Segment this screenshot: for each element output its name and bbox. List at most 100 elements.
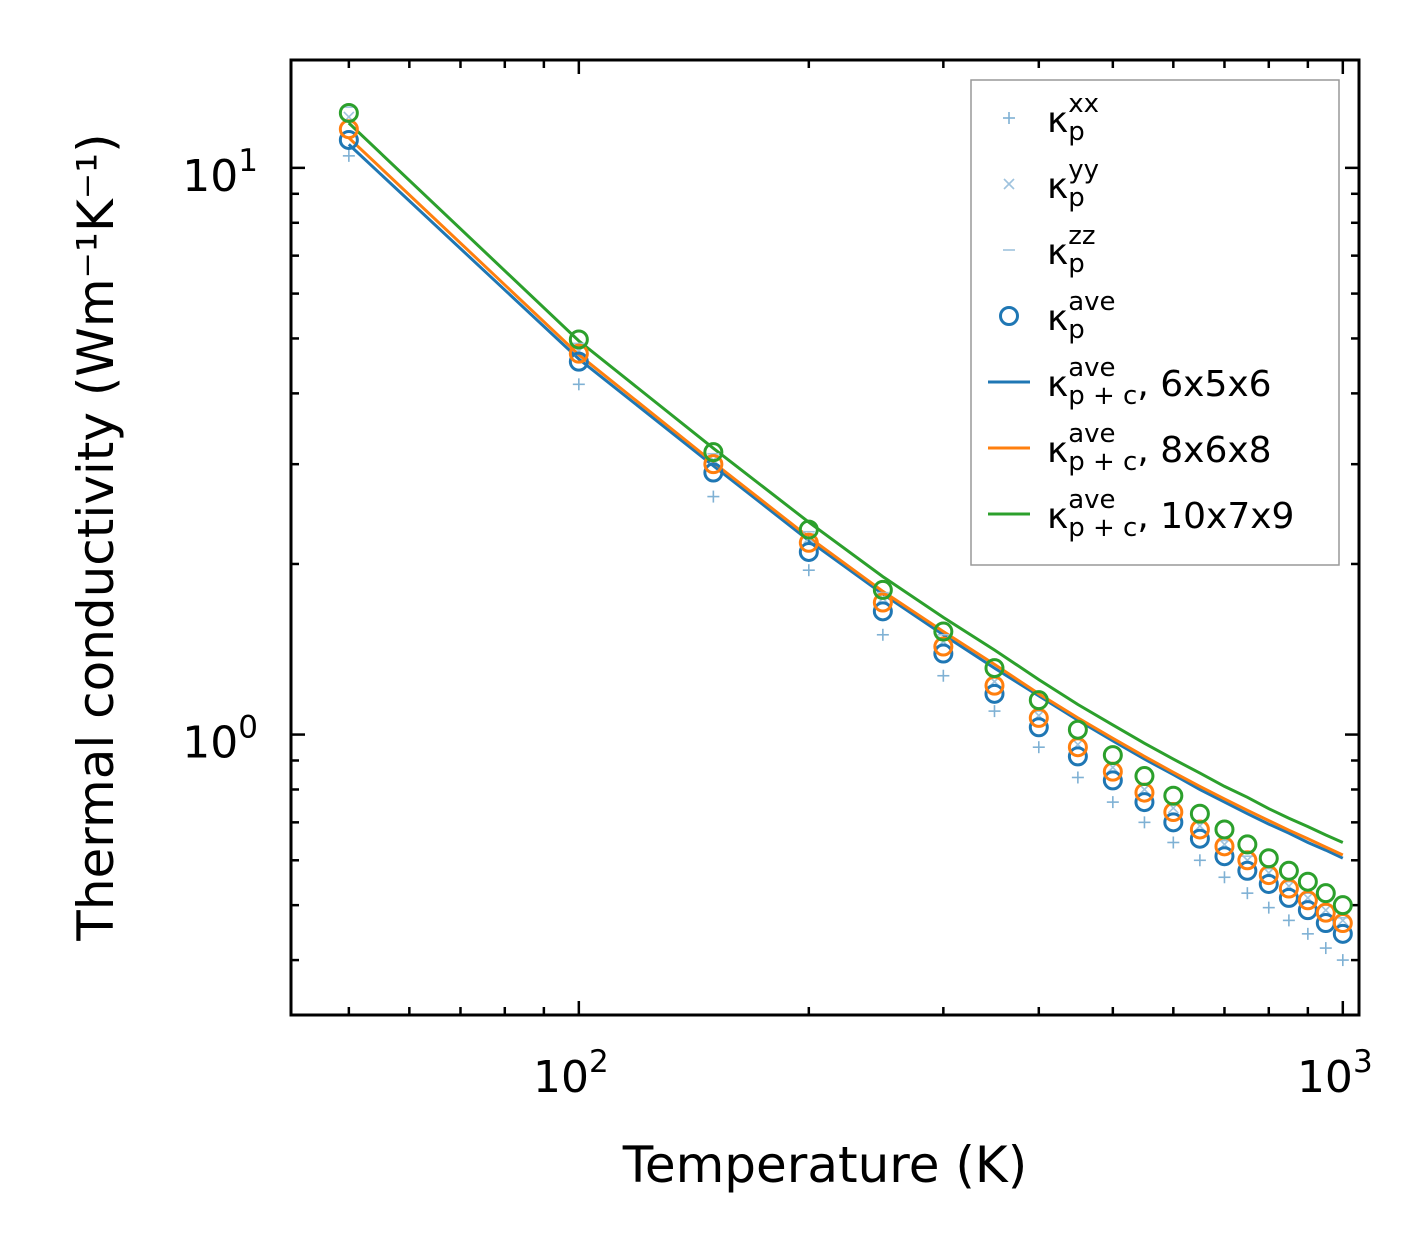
legend-superscript: ave xyxy=(1068,287,1115,317)
series-8 xyxy=(347,121,1344,844)
series-3 xyxy=(338,129,1353,944)
legend-superscript: ave xyxy=(1068,419,1115,449)
legend-entry: κave p + c, 6x5x6 xyxy=(988,353,1272,411)
legend-symbol: κ xyxy=(1047,100,1068,141)
legend-marker xyxy=(999,306,1019,326)
legend-symbol: κ xyxy=(1047,166,1068,207)
x-axis-label: Temperature (K) xyxy=(622,1136,1027,1194)
data-point xyxy=(984,683,1005,704)
x-tick-label: 102 xyxy=(533,1044,609,1103)
legend-label: κxx p xyxy=(1047,89,1099,147)
y-axis-label: Thermal conductivity (Wm⁻¹K⁻¹) xyxy=(67,133,125,941)
data-point xyxy=(1315,883,1336,904)
y-tick-label-exponent: 0 xyxy=(238,710,258,746)
data-point xyxy=(1102,745,1123,766)
data-point xyxy=(703,442,724,463)
data-point xyxy=(568,329,589,350)
data-point xyxy=(1278,860,1299,881)
data-point-b xyxy=(1320,904,1332,916)
series-6 xyxy=(347,143,1344,860)
data-point xyxy=(933,636,954,657)
series-0 xyxy=(342,149,1349,967)
legend-subscript: p + c xyxy=(1068,513,1137,543)
legend-label: κave p + c, 10x7x9 xyxy=(1047,485,1294,543)
data-point xyxy=(1134,766,1155,787)
data-point xyxy=(1134,792,1155,813)
legend-superscript: ave xyxy=(1068,353,1115,383)
series-line xyxy=(347,136,1344,857)
data-point xyxy=(1189,803,1210,824)
data-point xyxy=(568,343,589,364)
data-point xyxy=(1102,770,1123,791)
legend-subscript: p xyxy=(1068,183,1085,213)
y-tick-label-base: 10 xyxy=(182,151,238,202)
legend-entry: κave p + c, 8x6x8 xyxy=(988,419,1272,477)
legend-superscript: xx xyxy=(1068,89,1099,119)
legend-subscript: p xyxy=(1068,315,1085,345)
legend-entry: κzz p xyxy=(1003,221,1096,279)
legend-suffix: , 8x6x8 xyxy=(1137,430,1271,471)
legend-entry: κyy p xyxy=(1003,155,1099,213)
data-point xyxy=(1163,812,1184,833)
series-line xyxy=(347,121,1344,844)
data-point xyxy=(1214,819,1235,840)
data-point xyxy=(1028,717,1049,738)
legend-symbol: κ xyxy=(1047,496,1068,537)
legend-subscript: p xyxy=(1068,249,1085,279)
data-point xyxy=(1258,848,1279,869)
y-tick-label-base: 10 xyxy=(182,718,238,769)
data-point xyxy=(1332,895,1353,916)
data-point xyxy=(1189,828,1210,849)
data-point xyxy=(1258,873,1279,894)
data-point xyxy=(703,454,724,475)
data-point xyxy=(1315,902,1336,923)
legend-label: κave p xyxy=(1047,287,1116,345)
data-point xyxy=(1237,860,1258,881)
legend-label: κave p + c, 6x5x6 xyxy=(1047,353,1272,411)
data-point xyxy=(1297,890,1318,911)
x-tick-label-exponent: 2 xyxy=(589,1044,609,1080)
data-point xyxy=(1332,923,1353,944)
legend-entry: κave p + c, 10x7x9 xyxy=(988,485,1294,543)
legend-symbol: κ xyxy=(1047,430,1068,471)
series-7 xyxy=(347,136,1344,857)
legend-label: κzz p xyxy=(1047,221,1096,279)
series-line xyxy=(347,143,1344,860)
data-point xyxy=(1163,785,1184,806)
data-point xyxy=(798,532,819,553)
data-point xyxy=(798,541,819,562)
y-tick-label: 100 xyxy=(182,710,258,769)
legend-superscript: ave xyxy=(1068,485,1115,515)
x-tick-label: 103 xyxy=(1297,1044,1373,1103)
y-tick-label-exponent: 1 xyxy=(238,143,258,179)
data-point xyxy=(1237,834,1258,855)
data-point xyxy=(933,621,954,642)
data-point xyxy=(984,658,1005,679)
data-point xyxy=(1214,846,1235,867)
legend-marker-b xyxy=(1003,178,1015,190)
data-point xyxy=(568,351,589,372)
legend-label: κyy p xyxy=(1047,155,1099,213)
x-tick-label-base: 10 xyxy=(1297,1052,1353,1103)
data-point xyxy=(933,643,954,664)
legend-symbol: κ xyxy=(1047,364,1068,405)
x-tick-label-exponent: 3 xyxy=(1353,1044,1373,1080)
data-point xyxy=(1067,746,1088,767)
legend-superscript: yy xyxy=(1068,155,1099,185)
legend-subscript: p + c xyxy=(1068,381,1137,411)
legend-frame xyxy=(970,79,1340,566)
data-point xyxy=(798,519,819,540)
x-tick-label-base: 10 xyxy=(533,1052,589,1103)
legend-symbol: κ xyxy=(1047,298,1068,339)
data-point xyxy=(872,601,893,622)
legend-suffix: , 10x7x9 xyxy=(1137,496,1294,537)
legend-suffix: , 6x5x6 xyxy=(1137,364,1271,405)
legend-label: κave p + c, 8x6x8 xyxy=(1047,419,1272,477)
legend-subscript: p + c xyxy=(1068,447,1137,477)
plot-data xyxy=(338,102,1353,967)
data-point xyxy=(872,579,893,600)
data-point xyxy=(1297,871,1318,892)
